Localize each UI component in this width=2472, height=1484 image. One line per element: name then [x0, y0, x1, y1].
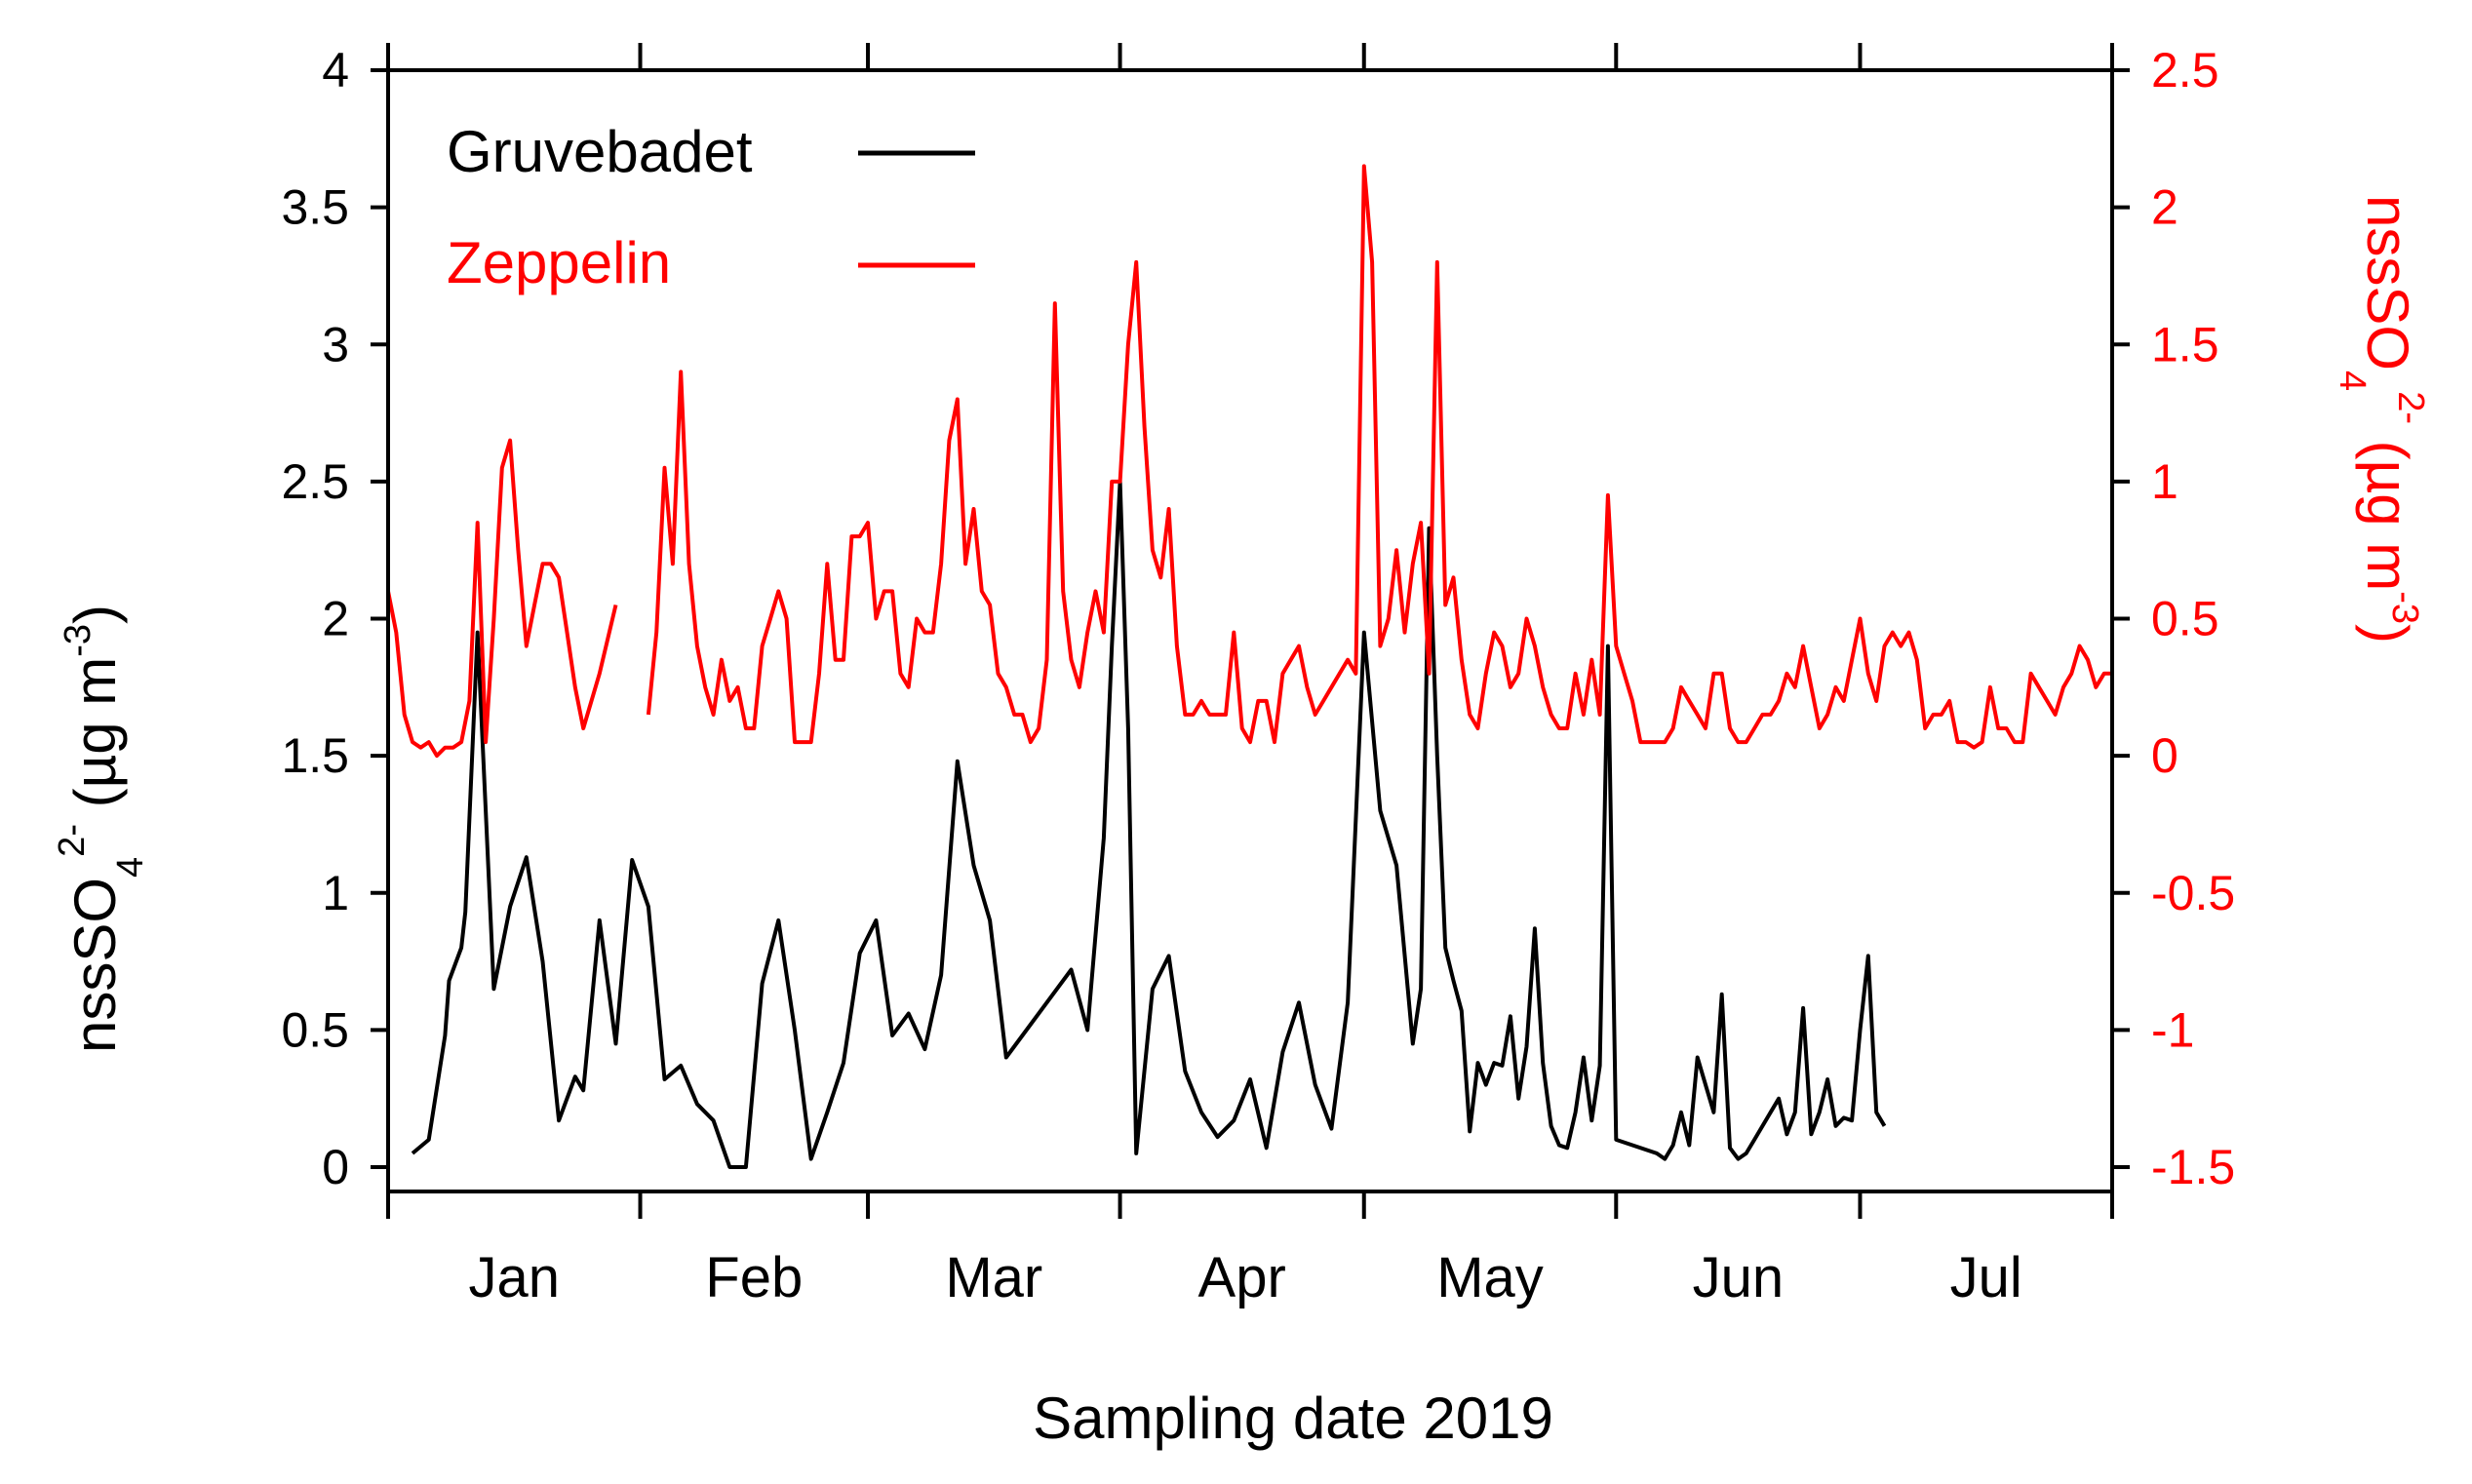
- y-left-tick-label: 3: [322, 317, 349, 371]
- y-left-tick-label: 0: [322, 1140, 349, 1194]
- plot-frame: [386, 68, 2114, 1193]
- y-left-tick-label: 1: [322, 866, 349, 920]
- y-right-tick-label: 1.5: [2151, 317, 2219, 371]
- svg-text:nssSO42- (µg m-3): nssSO42- (µg m-3): [2332, 195, 2431, 644]
- x-axis-title: Sampling date 2019: [1033, 1386, 1553, 1451]
- y-left-tick-label: 0.5: [281, 1002, 349, 1057]
- y-right-tick-label: 2.5: [2151, 43, 2219, 98]
- x-month-label: May: [1436, 1246, 1544, 1309]
- y-right-tick-label: -1: [2151, 1002, 2194, 1057]
- y-axis-left-title: nssSO42- (µg m-3): [52, 605, 151, 1053]
- legend-label-zeppelin: Zeppelin: [447, 230, 671, 295]
- x-month-label: Feb: [705, 1246, 803, 1309]
- y-right-tick-label: -0.5: [2151, 866, 2235, 920]
- y-right-tick-label: 1: [2151, 454, 2178, 509]
- y-left-tick-label: 2: [322, 592, 349, 646]
- x-month-label: Jun: [1693, 1246, 1785, 1309]
- x-month-label: Apr: [1198, 1246, 1286, 1309]
- y-right-tick-label: 0.5: [2151, 592, 2219, 646]
- x-month-label: Jul: [1950, 1246, 2022, 1309]
- y-left-tick-label: 4: [322, 43, 349, 98]
- series-zeppelin-line-1: [646, 164, 2112, 750]
- y-left-tick-label: 3.5: [281, 180, 349, 235]
- svg-text:nssSO42- (µg m-3): nssSO42- (µg m-3): [52, 605, 151, 1053]
- y-left-tick-label: 1.5: [281, 728, 349, 783]
- series-layer: [386, 164, 2112, 1169]
- ticks-layer: 0 0.5 1 1.5 2 2.5 3 3.5 4 -1.5 -1 -0.5 0 0.5 1 1.5 2 2.5 J…: [281, 43, 2235, 1309]
- legend: Gruvebadet Zeppelin: [447, 119, 975, 295]
- series-zeppelin-line-0: [386, 438, 618, 759]
- y-axis-right-title: nssSO42- (µg m-3): [2332, 195, 2431, 644]
- y-right-tick-label: 2: [2151, 180, 2178, 235]
- x-month-label: Jan: [469, 1246, 561, 1309]
- y-left-tick-label: 2.5: [281, 454, 349, 509]
- legend-label-gruvebadet: Gruvebadet: [447, 119, 753, 184]
- series-gruvebadet-line-0: [411, 479, 1887, 1169]
- y-right-tick-label: -1.5: [2151, 1140, 2235, 1194]
- y-right-tick-label: 0: [2151, 728, 2178, 783]
- x-month-label: Mar: [945, 1246, 1042, 1309]
